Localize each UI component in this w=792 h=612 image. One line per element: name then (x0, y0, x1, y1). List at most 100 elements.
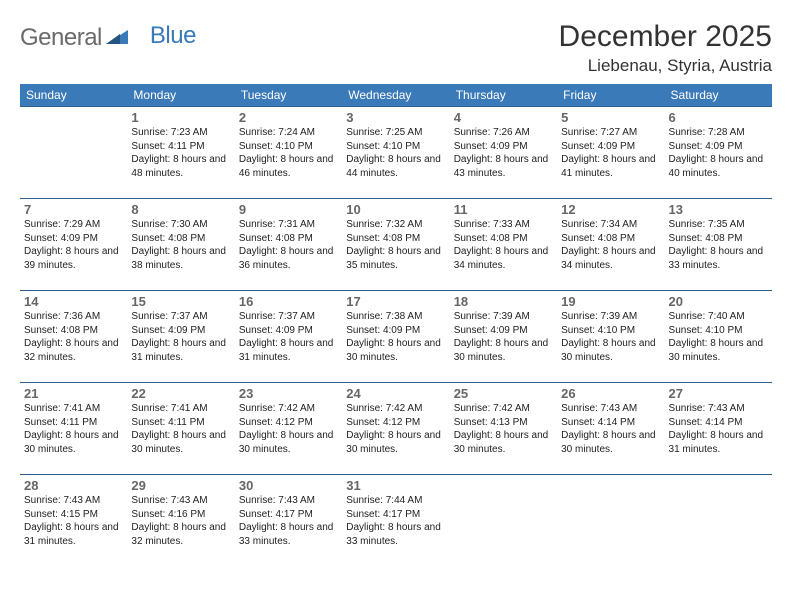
day-info: Sunrise: 7:32 AMSunset: 4:08 PMDaylight:… (346, 218, 445, 272)
calendar-cell (665, 475, 772, 567)
day-info: Sunrise: 7:34 AMSunset: 4:08 PMDaylight:… (561, 218, 660, 272)
calendar-cell: 12Sunrise: 7:34 AMSunset: 4:08 PMDayligh… (557, 199, 664, 291)
day-info: Sunrise: 7:43 AMSunset: 4:17 PMDaylight:… (239, 494, 338, 548)
calendar-cell: 22Sunrise: 7:41 AMSunset: 4:11 PMDayligh… (127, 383, 234, 475)
calendar-cell: 8Sunrise: 7:30 AMSunset: 4:08 PMDaylight… (127, 199, 234, 291)
calendar-cell: 5Sunrise: 7:27 AMSunset: 4:09 PMDaylight… (557, 107, 664, 199)
calendar-cell: 19Sunrise: 7:39 AMSunset: 4:10 PMDayligh… (557, 291, 664, 383)
day-number: 11 (454, 202, 553, 217)
calendar-cell (557, 475, 664, 567)
day-number: 27 (669, 386, 768, 401)
day-info: Sunrise: 7:38 AMSunset: 4:09 PMDaylight:… (346, 310, 445, 364)
day-info: Sunrise: 7:25 AMSunset: 4:10 PMDaylight:… (346, 126, 445, 180)
calendar-cell: 13Sunrise: 7:35 AMSunset: 4:08 PMDayligh… (665, 199, 772, 291)
page-title: December 2025 (559, 20, 772, 54)
day-number: 16 (239, 294, 338, 309)
day-number: 25 (454, 386, 553, 401)
calendar-cell (20, 107, 127, 199)
day-number: 6 (669, 110, 768, 125)
calendar-cell: 10Sunrise: 7:32 AMSunset: 4:08 PMDayligh… (342, 199, 449, 291)
calendar-cell: 31Sunrise: 7:44 AMSunset: 4:17 PMDayligh… (342, 475, 449, 567)
day-number: 20 (669, 294, 768, 309)
day-info: Sunrise: 7:37 AMSunset: 4:09 PMDaylight:… (131, 310, 230, 364)
calendar-cell: 26Sunrise: 7:43 AMSunset: 4:14 PMDayligh… (557, 383, 664, 475)
day-number: 14 (24, 294, 123, 309)
calendar-cell: 14Sunrise: 7:36 AMSunset: 4:08 PMDayligh… (20, 291, 127, 383)
day-info: Sunrise: 7:41 AMSunset: 4:11 PMDaylight:… (24, 402, 123, 456)
day-number: 30 (239, 478, 338, 493)
day-number: 23 (239, 386, 338, 401)
calendar-table: SundayMondayTuesdayWednesdayThursdayFrid… (20, 84, 772, 566)
calendar-cell: 18Sunrise: 7:39 AMSunset: 4:09 PMDayligh… (450, 291, 557, 383)
day-number: 19 (561, 294, 660, 309)
table-row: 14Sunrise: 7:36 AMSunset: 4:08 PMDayligh… (20, 291, 772, 383)
calendar-cell: 23Sunrise: 7:42 AMSunset: 4:12 PMDayligh… (235, 383, 342, 475)
day-info: Sunrise: 7:43 AMSunset: 4:14 PMDaylight:… (669, 402, 768, 456)
logo-text-gray: General (20, 24, 102, 52)
calendar-cell: 28Sunrise: 7:43 AMSunset: 4:15 PMDayligh… (20, 475, 127, 567)
day-number: 28 (24, 478, 123, 493)
day-info: Sunrise: 7:36 AMSunset: 4:08 PMDaylight:… (24, 310, 123, 364)
calendar-cell: 24Sunrise: 7:42 AMSunset: 4:12 PMDayligh… (342, 383, 449, 475)
day-info: Sunrise: 7:23 AMSunset: 4:11 PMDaylight:… (131, 126, 230, 180)
day-info: Sunrise: 7:42 AMSunset: 4:13 PMDaylight:… (454, 402, 553, 456)
day-info: Sunrise: 7:43 AMSunset: 4:15 PMDaylight:… (24, 494, 123, 548)
day-info: Sunrise: 7:39 AMSunset: 4:09 PMDaylight:… (454, 310, 553, 364)
logo-triangle-icon (106, 28, 128, 49)
calendar-cell: 17Sunrise: 7:38 AMSunset: 4:09 PMDayligh… (342, 291, 449, 383)
day-number: 24 (346, 386, 445, 401)
day-info: Sunrise: 7:26 AMSunset: 4:09 PMDaylight:… (454, 126, 553, 180)
day-info: Sunrise: 7:28 AMSunset: 4:09 PMDaylight:… (669, 126, 768, 180)
calendar-cell: 1Sunrise: 7:23 AMSunset: 4:11 PMDaylight… (127, 107, 234, 199)
day-number: 17 (346, 294, 445, 309)
weekday-header: Monday (127, 84, 234, 107)
weekday-header: Friday (557, 84, 664, 107)
logo-text-blue: Blue (150, 22, 196, 50)
calendar-cell (450, 475, 557, 567)
day-number: 15 (131, 294, 230, 309)
day-number: 13 (669, 202, 768, 217)
calendar-cell: 29Sunrise: 7:43 AMSunset: 4:16 PMDayligh… (127, 475, 234, 567)
day-info: Sunrise: 7:41 AMSunset: 4:11 PMDaylight:… (131, 402, 230, 456)
day-number: 7 (24, 202, 123, 217)
calendar-cell: 15Sunrise: 7:37 AMSunset: 4:09 PMDayligh… (127, 291, 234, 383)
day-number: 4 (454, 110, 553, 125)
day-number: 18 (454, 294, 553, 309)
logo: General Blue (20, 24, 178, 52)
weekday-header: Sunday (20, 84, 127, 107)
day-info: Sunrise: 7:33 AMSunset: 4:08 PMDaylight:… (454, 218, 553, 272)
day-number: 29 (131, 478, 230, 493)
calendar-cell: 20Sunrise: 7:40 AMSunset: 4:10 PMDayligh… (665, 291, 772, 383)
day-info: Sunrise: 7:31 AMSunset: 4:08 PMDaylight:… (239, 218, 338, 272)
day-info: Sunrise: 7:44 AMSunset: 4:17 PMDaylight:… (346, 494, 445, 548)
table-row: 28Sunrise: 7:43 AMSunset: 4:15 PMDayligh… (20, 475, 772, 567)
day-number: 9 (239, 202, 338, 217)
day-number: 10 (346, 202, 445, 217)
day-number: 5 (561, 110, 660, 125)
day-info: Sunrise: 7:43 AMSunset: 4:14 PMDaylight:… (561, 402, 660, 456)
day-info: Sunrise: 7:39 AMSunset: 4:10 PMDaylight:… (561, 310, 660, 364)
day-info: Sunrise: 7:43 AMSunset: 4:16 PMDaylight:… (131, 494, 230, 548)
calendar-cell: 9Sunrise: 7:31 AMSunset: 4:08 PMDaylight… (235, 199, 342, 291)
day-number: 1 (131, 110, 230, 125)
calendar-cell: 16Sunrise: 7:37 AMSunset: 4:09 PMDayligh… (235, 291, 342, 383)
calendar-cell: 2Sunrise: 7:24 AMSunset: 4:10 PMDaylight… (235, 107, 342, 199)
weekday-header: Saturday (665, 84, 772, 107)
day-number: 22 (131, 386, 230, 401)
table-row: 7Sunrise: 7:29 AMSunset: 4:09 PMDaylight… (20, 199, 772, 291)
table-row: 1Sunrise: 7:23 AMSunset: 4:11 PMDaylight… (20, 107, 772, 199)
day-info: Sunrise: 7:37 AMSunset: 4:09 PMDaylight:… (239, 310, 338, 364)
weekday-header: Tuesday (235, 84, 342, 107)
day-info: Sunrise: 7:27 AMSunset: 4:09 PMDaylight:… (561, 126, 660, 180)
calendar-cell: 7Sunrise: 7:29 AMSunset: 4:09 PMDaylight… (20, 199, 127, 291)
day-number: 31 (346, 478, 445, 493)
table-row: 21Sunrise: 7:41 AMSunset: 4:11 PMDayligh… (20, 383, 772, 475)
location-label: Liebenau, Styria, Austria (559, 56, 772, 76)
calendar-cell: 30Sunrise: 7:43 AMSunset: 4:17 PMDayligh… (235, 475, 342, 567)
day-info: Sunrise: 7:42 AMSunset: 4:12 PMDaylight:… (346, 402, 445, 456)
weekday-header: Wednesday (342, 84, 449, 107)
calendar-cell: 27Sunrise: 7:43 AMSunset: 4:14 PMDayligh… (665, 383, 772, 475)
calendar-cell: 25Sunrise: 7:42 AMSunset: 4:13 PMDayligh… (450, 383, 557, 475)
calendar-cell: 6Sunrise: 7:28 AMSunset: 4:09 PMDaylight… (665, 107, 772, 199)
day-info: Sunrise: 7:30 AMSunset: 4:08 PMDaylight:… (131, 218, 230, 272)
